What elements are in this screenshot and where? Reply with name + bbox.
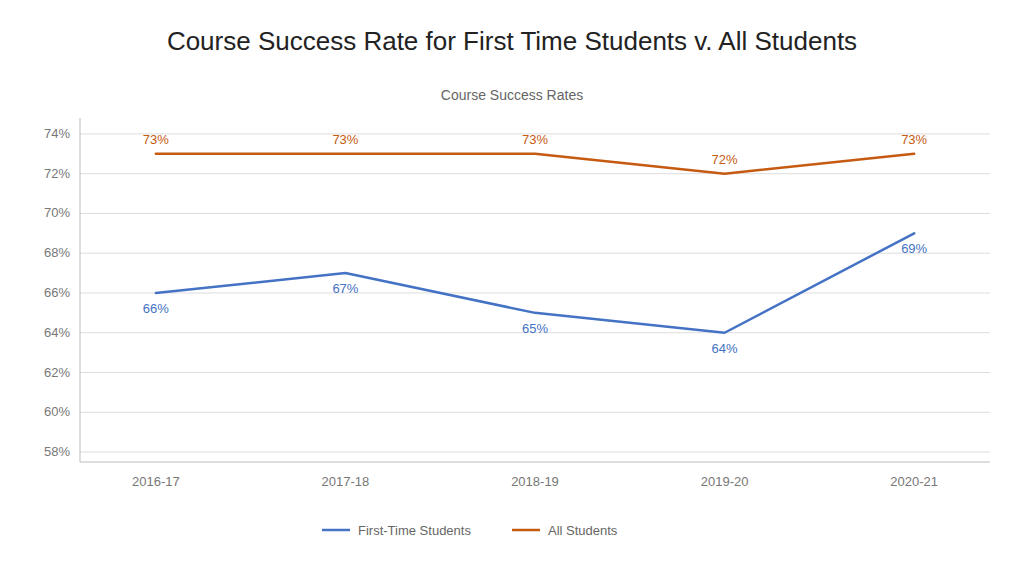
y-tick-label: 70% [44,205,70,220]
chart: Course Success Rate for First Time Stude… [0,0,1024,576]
subtitle: Course Success Rates [441,87,583,103]
legend-label: First-Time Students [358,523,471,538]
x-tick-label: 2020-21 [890,474,938,489]
y-tick-label: 62% [44,365,70,380]
y-tick-label: 72% [44,166,70,181]
data-label: 64% [712,341,738,356]
data-label: 73% [332,132,358,147]
data-label: 69% [901,241,927,256]
y-tick-label: 58% [44,444,70,459]
series-line [156,233,914,332]
y-tick-label: 60% [44,404,70,419]
x-tick-label: 2017-18 [322,474,370,489]
legend-swatch [512,529,540,532]
data-label: 73% [522,132,548,147]
data-labels: 66% 67% 65% 64% 69% 73% 73% 73% 72% 73% [143,132,928,356]
legend-label: All Students [548,523,618,538]
grid-line [80,412,990,413]
grid [80,134,990,452]
legend: First-Time Students All Students [322,523,618,538]
title: Course Success Rate for First Time Stude… [167,26,857,56]
x-axis-line [80,462,990,463]
y-tick-label: 68% [44,245,70,260]
grid-line [80,372,990,373]
y-axis-line [80,118,81,462]
grid-line [80,452,990,453]
data-label: 66% [143,301,169,316]
legend-swatch [322,529,350,532]
y-tick-label: 74% [44,126,70,141]
grid-line [80,213,990,214]
data-label: 73% [901,132,927,147]
series-line [156,154,914,174]
x-tick-label: 2016-17 [132,474,180,489]
lines [156,154,914,333]
data-label: 72% [712,152,738,167]
x-tick-label: 2018-19 [511,474,559,489]
y-tick-label: 64% [44,325,70,340]
data-label: 67% [332,281,358,296]
grid-line [80,253,990,254]
grid-line [80,173,990,174]
data-label: 65% [522,321,548,336]
x-tick-label: 2019-20 [701,474,749,489]
y-tick-label: 66% [44,285,70,300]
data-label: 73% [143,132,169,147]
grid-line [80,292,990,293]
